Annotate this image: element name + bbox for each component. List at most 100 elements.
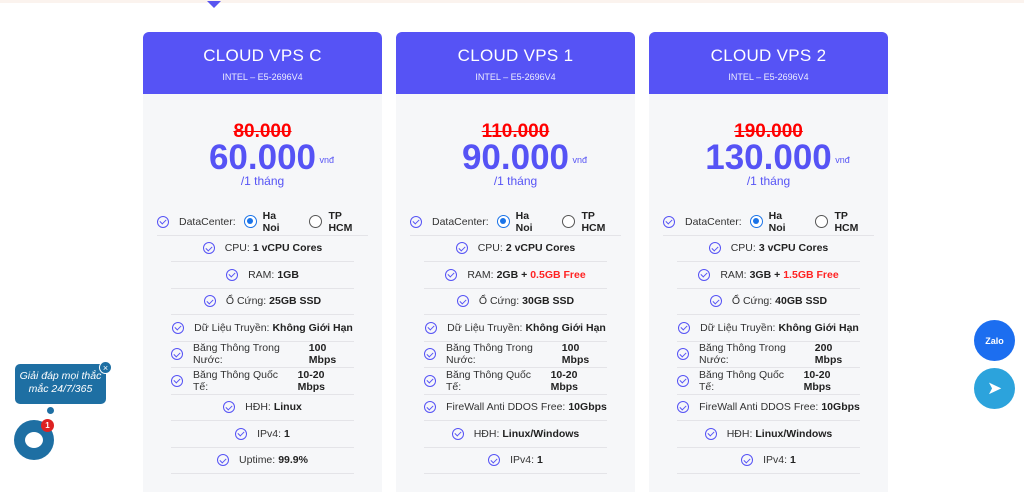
notification-badge: 1 — [41, 419, 54, 432]
radio-tp-hcm[interactable] — [309, 215, 323, 229]
radio-tp-hcm[interactable] — [562, 215, 576, 229]
radio-ha-noi[interactable] — [496, 215, 510, 229]
billing-period: /1 tháng — [493, 174, 538, 188]
current-price: 90.000 vnđ — [461, 138, 587, 177]
feature-label: HĐH: — [245, 401, 271, 414]
feature-label: Ổ Cứng: — [731, 295, 773, 308]
radio-tp-hcm[interactable] — [815, 215, 829, 229]
feature-bonus: 1.5GB Free — [783, 268, 839, 281]
price-value: 130.000 — [705, 138, 832, 177]
feature-row: CPU: 2 vCPU Cores — [424, 236, 607, 262]
check-circle-icon — [171, 348, 183, 361]
billing-period: /1 tháng — [746, 174, 791, 188]
feature-row: FireWall Anti DDOS Free: 10Gbps — [677, 395, 860, 421]
check-circle-icon — [235, 427, 248, 440]
feature-row: RAM: 2GB +0.5GB Free — [424, 262, 607, 289]
option-tp-hcm[interactable]: TP HCM — [328, 209, 353, 234]
option-ha-noi[interactable]: Ha Noi — [262, 209, 280, 234]
feature-row: Băng Thông Trong Nước: 200 Mbps — [677, 342, 860, 368]
feature-label: RAM: — [467, 268, 494, 281]
price-block: 80.000 60.000 vnđ /1 tháng — [143, 121, 382, 187]
current-price: 60.000 vnđ — [209, 140, 334, 175]
feature-value: 200 Mbps — [814, 342, 843, 367]
feature-value: 30GB SSD — [522, 295, 575, 308]
close-tooltip-button[interactable]: × — [99, 361, 112, 374]
feature-label: Ổ Cứng: — [225, 295, 267, 308]
feature-row: Băng Thông Quốc Tế: 10-20 Mbps — [424, 368, 607, 395]
check-circle-icon — [202, 242, 215, 255]
old-price: 80.000 — [233, 121, 292, 142]
currency: vnđ — [572, 155, 588, 165]
feature-value: 1GB — [277, 268, 299, 281]
check-circle-icon — [424, 374, 436, 387]
feature-value: Không Giới Hạn — [525, 321, 606, 334]
feature-value: Không Giới Hạn — [272, 321, 353, 334]
feature-row: IPv4: 1 — [171, 421, 354, 448]
datacenter-row: DataCenter: Ha Noi TP HCM — [410, 209, 621, 236]
cpu-model: INTEL – E5-2696V4 — [222, 72, 303, 82]
check-circle-icon — [708, 242, 721, 255]
check-circle-icon — [677, 401, 690, 414]
feature-row: Băng Thông Quốc Tế: 10-20 Mbps — [171, 368, 354, 395]
feature-value: Linux — [273, 401, 302, 414]
card-header: CLOUD VPS 1 INTEL – E5-2696V4 — [396, 32, 635, 94]
feature-label: HĐH: — [726, 427, 753, 440]
feature-label: RAM: — [720, 268, 747, 281]
feature-value: 3 vCPU Cores — [758, 242, 829, 255]
feature-label: Dữ Liệu Truyền: — [447, 321, 523, 334]
tooltip-tail — [47, 407, 54, 414]
currency: vnđ — [835, 155, 850, 165]
check-circle-icon — [741, 454, 754, 467]
feature-value: Linux/Windows — [755, 427, 833, 440]
check-circle-icon — [424, 348, 436, 361]
option-tp-hcm[interactable]: TP HCM — [834, 209, 859, 234]
feature-label: Băng Thông Quốc Tế: — [193, 368, 279, 393]
price-value: 90.000 — [461, 138, 570, 177]
feature-row: RAM: 1GB — [171, 262, 354, 289]
check-circle-icon — [698, 268, 711, 281]
cpu-model: INTEL – E5-2696V4 — [728, 72, 809, 82]
feature-value: 3GB + — [749, 268, 781, 281]
feature-label: Ổ Cứng: — [478, 295, 520, 308]
zalo-icon: Zalo — [985, 335, 1004, 346]
radio-ha-noi[interactable] — [243, 215, 257, 229]
check-circle-icon — [424, 401, 437, 414]
datacenter-label: DataCenter: — [432, 215, 489, 228]
feature-label: Dữ Liệu Truyền: — [700, 321, 776, 334]
option-ha-noi[interactable]: Ha Noi — [515, 209, 533, 234]
check-circle-icon — [223, 401, 236, 414]
check-circle-icon — [678, 321, 691, 334]
feature-label: Uptime: — [239, 454, 276, 467]
check-circle-icon — [451, 427, 464, 440]
plan-title: CLOUD VPS 2 — [710, 46, 827, 65]
option-tp-hcm[interactable]: TP HCM — [581, 209, 606, 234]
option-ha-noi[interactable]: Ha Noi — [768, 209, 786, 234]
feature-label: Băng Thông Trong Nước: — [699, 342, 786, 367]
feature-value: 2 vCPU Cores — [505, 242, 576, 255]
feature-label: CPU: — [477, 242, 503, 255]
check-circle-icon — [425, 321, 438, 334]
radio-ha-noi[interactable] — [749, 215, 763, 229]
feature-label: Băng Thông Quốc Tế: — [699, 368, 785, 393]
feature-value: 2GB + — [496, 268, 528, 281]
feature-row: IPv4: 1 — [677, 448, 860, 474]
feature-value: 1 — [790, 454, 796, 467]
feature-row: Băng Thông Trong Nước: 100 Mbps — [424, 342, 607, 368]
feature-label: IPv4: — [763, 454, 788, 467]
feature-row: Băng Thông Quốc Tế: 10-20 Mbps — [677, 368, 860, 395]
feature-label: Băng Thông Quốc Tế: — [446, 368, 532, 393]
pricing-card: CLOUD VPS C INTEL – E5-2696V4 80.000 60.0… — [143, 32, 382, 492]
feature-value: 10Gbps — [568, 401, 607, 414]
check-circle-icon — [203, 295, 216, 308]
feature-value: 1 — [284, 427, 290, 440]
feature-value: 40GB SSD — [775, 295, 828, 308]
check-circle-icon — [455, 242, 468, 255]
zalo-button[interactable]: Zalo — [974, 320, 1015, 361]
card-header: CLOUD VPS C INTEL – E5-2696V4 — [143, 32, 382, 94]
feature-value: 1 vCPU Cores — [252, 242, 323, 255]
telegram-button[interactable]: ➤ — [974, 368, 1015, 409]
feature-row: CPU: 3 vCPU Cores — [677, 236, 860, 262]
feature-label: FireWall Anti DDOS Free: — [699, 401, 819, 414]
feature-label: Băng Thông Trong Nước: — [193, 342, 280, 367]
feature-label: Băng Thông Trong Nước: — [446, 342, 533, 367]
